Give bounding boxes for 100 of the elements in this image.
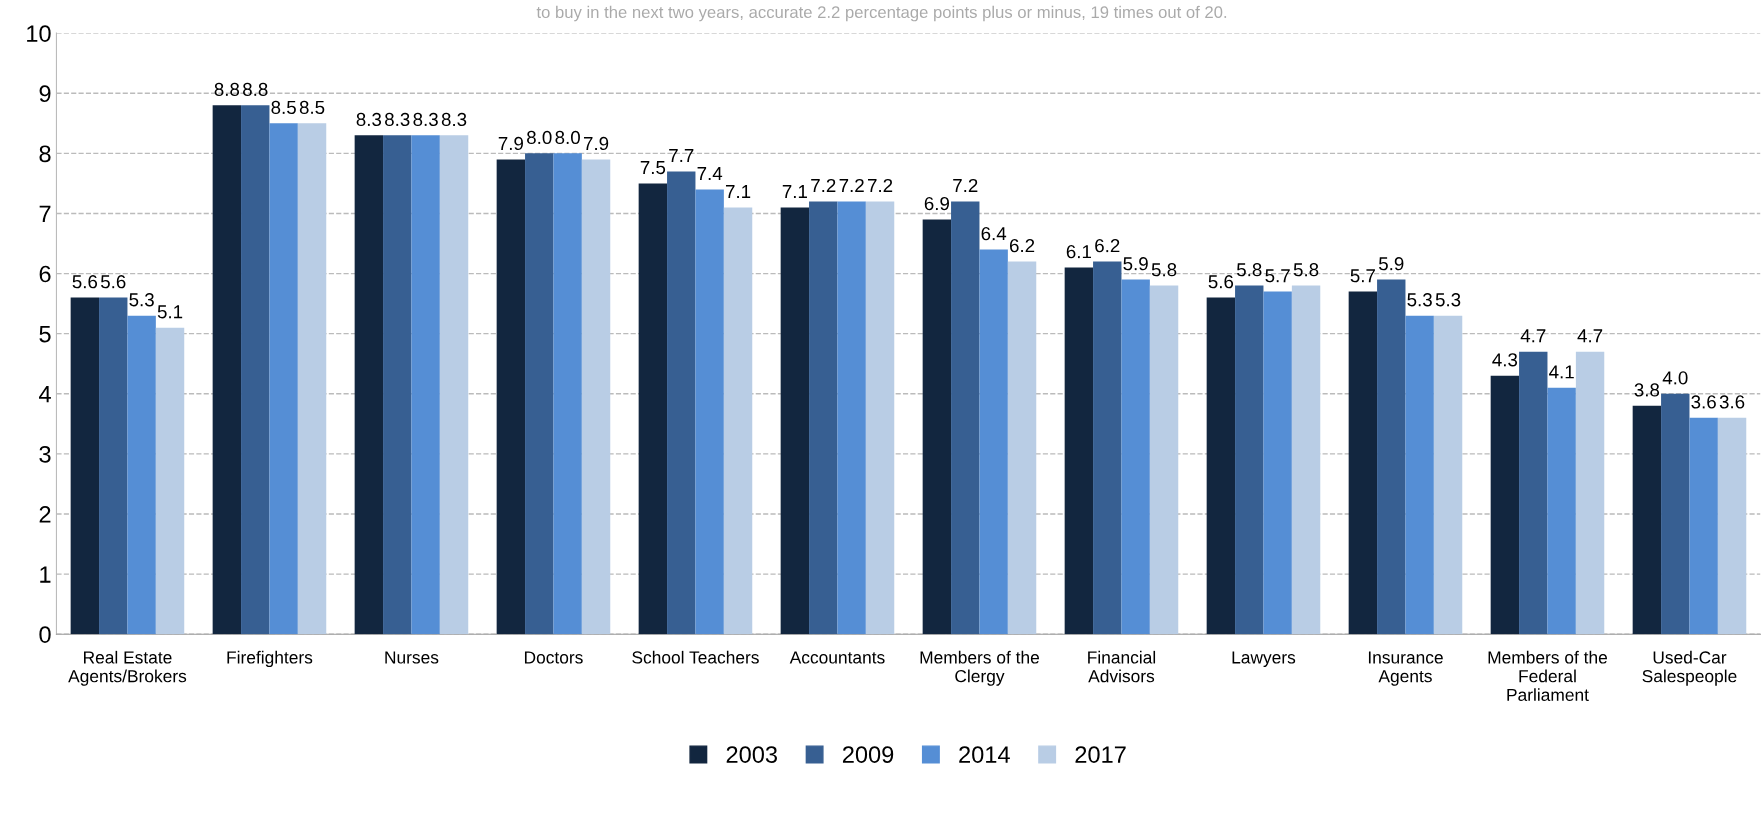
data-label: 3.6 bbox=[1719, 395, 1745, 409]
bar bbox=[780, 207, 810, 635]
bar bbox=[1405, 315, 1434, 635]
y-tick-label: 2 bbox=[39, 506, 51, 523]
bar bbox=[809, 201, 838, 635]
legend-label: 2009 bbox=[842, 746, 894, 763]
bar bbox=[525, 153, 554, 635]
data-label: 3.6 bbox=[1691, 395, 1716, 409]
x-tick-label: Doctors bbox=[524, 651, 583, 664]
bar bbox=[155, 327, 185, 635]
data-label: 7.1 bbox=[782, 185, 807, 199]
data-label: 8.8 bbox=[214, 82, 240, 97]
data-label: 8.8 bbox=[243, 82, 268, 97]
bar bbox=[1348, 291, 1378, 635]
bar bbox=[297, 123, 327, 635]
bar bbox=[1689, 417, 1718, 635]
bar bbox=[70, 297, 100, 635]
x-tick-label: Firefighters bbox=[227, 650, 313, 668]
legend-label: 2014 bbox=[959, 746, 1010, 763]
data-label: 6.4 bbox=[981, 226, 1007, 241]
data-label: 5.6 bbox=[100, 275, 126, 289]
bar bbox=[553, 153, 582, 635]
data-label: 5.3 bbox=[1435, 293, 1461, 307]
data-label: 8.3 bbox=[385, 112, 410, 127]
bar bbox=[837, 201, 866, 635]
data-label: 7.7 bbox=[669, 149, 694, 162]
data-label: 5.7 bbox=[1350, 269, 1375, 283]
y-tick-label: 8 bbox=[39, 145, 51, 163]
data-label: 6.2 bbox=[1095, 239, 1120, 253]
bar bbox=[865, 201, 895, 635]
data-label: 5.7 bbox=[1265, 269, 1290, 283]
data-label: 6.9 bbox=[924, 196, 950, 211]
data-label: 4.1 bbox=[1549, 365, 1574, 379]
bar bbox=[1149, 285, 1179, 635]
data-label: 8.5 bbox=[271, 100, 296, 115]
bar bbox=[951, 201, 980, 635]
bar bbox=[922, 219, 952, 635]
bar bbox=[1291, 285, 1321, 635]
bar bbox=[1519, 351, 1548, 635]
y-tick-label: 0 bbox=[39, 626, 51, 643]
data-label: 8.3 bbox=[413, 112, 438, 127]
bar bbox=[439, 135, 469, 635]
bar bbox=[1717, 417, 1747, 635]
text: to buy in the next two years, accurate 2.2 percentage points plus or minus, 19 times out of 20. bbox=[536, 5, 1227, 22]
data-label: 7.2 bbox=[953, 178, 978, 192]
bar bbox=[1235, 285, 1264, 635]
legend-label: 2017 bbox=[1075, 746, 1126, 763]
bar bbox=[638, 183, 668, 635]
data-label: 7.9 bbox=[498, 136, 523, 151]
bar bbox=[1575, 351, 1605, 635]
bar bbox=[1632, 405, 1662, 635]
bar bbox=[1007, 261, 1037, 635]
x-tick-label: Real Estate Agents/Brokers bbox=[68, 650, 187, 686]
bar bbox=[1547, 387, 1576, 635]
data-label: 7.4 bbox=[697, 167, 723, 180]
y-tick-label: 9 bbox=[39, 85, 51, 103]
bar bbox=[581, 159, 611, 635]
bar bbox=[241, 105, 270, 635]
bar bbox=[496, 159, 526, 635]
bar bbox=[1121, 279, 1150, 635]
data-label: 5.6 bbox=[1208, 275, 1234, 289]
bar bbox=[1490, 375, 1520, 635]
x-tick-label: Insurance Agents bbox=[1368, 651, 1443, 686]
bar bbox=[354, 135, 384, 635]
x-tick-label: Used-Car Salespeople bbox=[1642, 650, 1737, 686]
bar bbox=[99, 297, 128, 635]
data-label: 7.1 bbox=[725, 185, 751, 199]
bar bbox=[1433, 315, 1463, 635]
x-tick-label: Nurses bbox=[385, 651, 439, 664]
data-label: 5.9 bbox=[1123, 257, 1148, 271]
x-tick-label: Members of the Clergy bbox=[920, 650, 1039, 686]
bar bbox=[383, 135, 412, 635]
bar bbox=[979, 249, 1008, 635]
y-tick-label: 6 bbox=[39, 265, 51, 283]
data-label: 7.5 bbox=[640, 161, 666, 175]
data-label: 5.8 bbox=[1236, 263, 1262, 277]
x-tick-label: Lawyers bbox=[1232, 651, 1296, 668]
x-tick-label: School Teachers bbox=[632, 650, 759, 664]
data-label: 7.2 bbox=[867, 178, 893, 192]
bar bbox=[695, 189, 724, 635]
data-label: 7.9 bbox=[583, 136, 609, 151]
y-tick-label: 3 bbox=[39, 445, 51, 463]
data-label: 6.2 bbox=[1009, 239, 1035, 253]
data-label: 3.8 bbox=[1634, 383, 1660, 397]
x-tick-label: Financial Advisors bbox=[1088, 650, 1156, 683]
x-tick-label: Accountants bbox=[789, 651, 885, 664]
x-tick-label: Members of the Federal Parliament bbox=[1488, 650, 1608, 701]
data-label: 5.3 bbox=[1407, 293, 1432, 307]
bar bbox=[269, 123, 298, 635]
legend-label: 2003 bbox=[726, 746, 777, 763]
y-tick-label: 5 bbox=[39, 325, 51, 343]
bar bbox=[667, 171, 696, 635]
data-label: 5.9 bbox=[1378, 257, 1404, 271]
y-tick-label: 10 bbox=[27, 25, 51, 42]
bar bbox=[212, 105, 242, 635]
data-label: 5.6 bbox=[72, 275, 98, 289]
data-label: 5.8 bbox=[1151, 263, 1177, 277]
bar bbox=[1093, 261, 1122, 635]
bar bbox=[1263, 291, 1292, 635]
bar bbox=[127, 315, 156, 635]
